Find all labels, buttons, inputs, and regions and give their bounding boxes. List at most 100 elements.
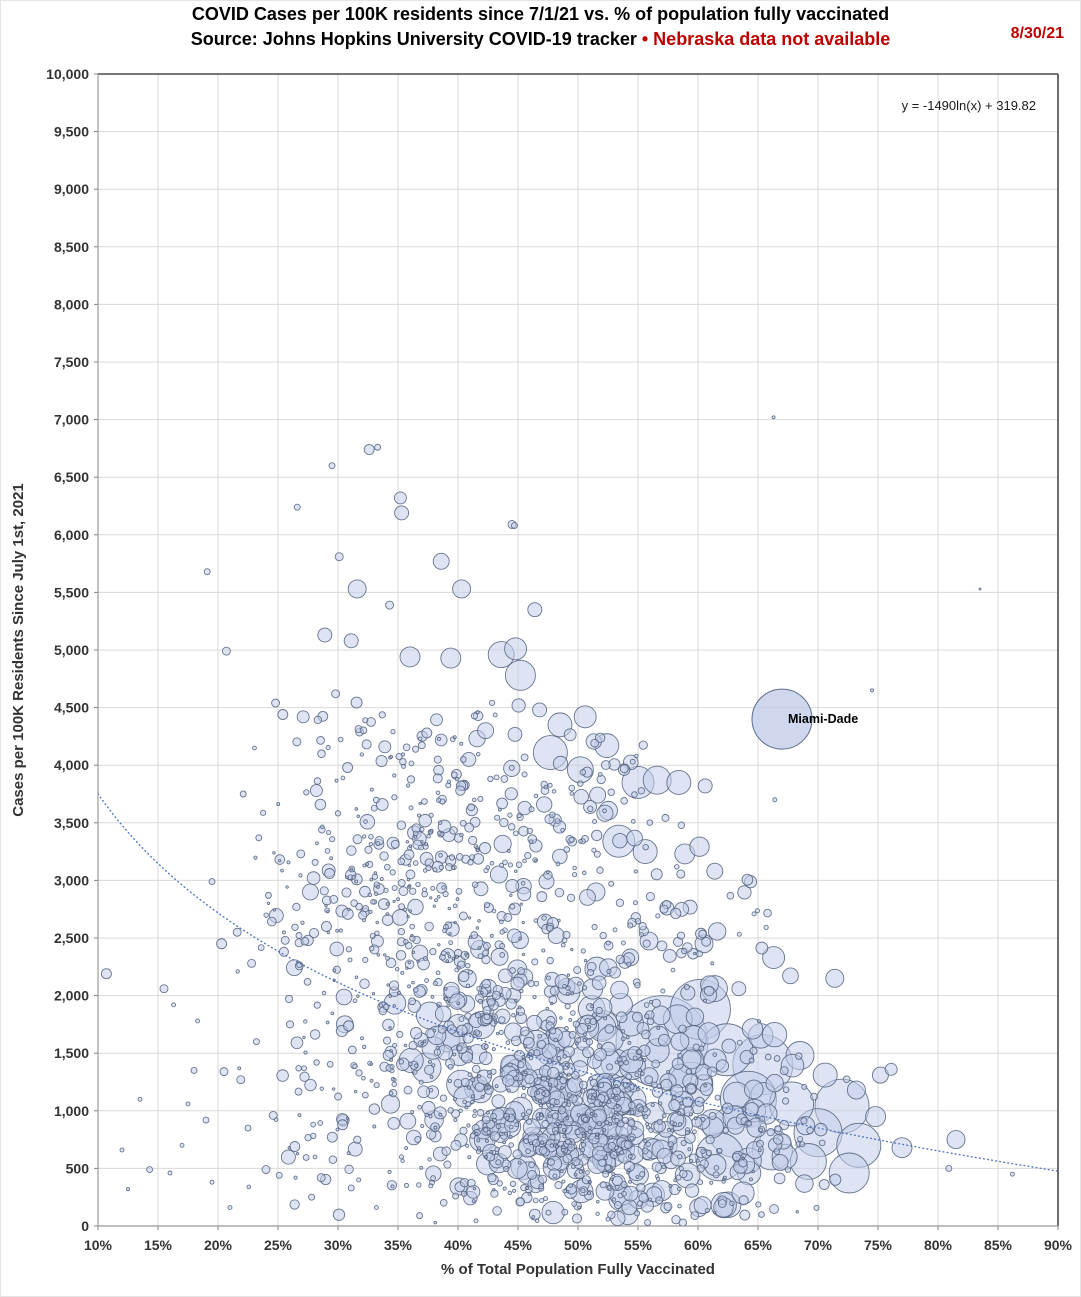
- bubble: [490, 947, 509, 966]
- bubble: [301, 1065, 308, 1072]
- bubble: [645, 1122, 650, 1127]
- bubble: [519, 1026, 530, 1037]
- bubble: [349, 867, 354, 871]
- bubble: [309, 1029, 321, 1040]
- bubble: [341, 887, 352, 898]
- bubble: [408, 1040, 418, 1050]
- bubble: [697, 778, 713, 794]
- bubble: [428, 1059, 432, 1064]
- bubble: [710, 961, 715, 966]
- bubble: [236, 1075, 246, 1085]
- bubble: [751, 1169, 755, 1174]
- bubble: [412, 986, 419, 993]
- bubble: [379, 851, 389, 861]
- bubble: [447, 954, 452, 959]
- bubble: [458, 970, 470, 983]
- bubble: [417, 1104, 422, 1110]
- bubble: [195, 1018, 201, 1024]
- bubble: [408, 844, 413, 848]
- bubble: [418, 1079, 424, 1085]
- bubble: [441, 1146, 451, 1156]
- bubble: [303, 978, 312, 986]
- x-tick-label: 35%: [384, 1237, 413, 1253]
- bubble: [579, 769, 587, 776]
- bubble: [517, 1060, 525, 1069]
- bubble: [678, 1024, 687, 1034]
- x-tick-label: 90%: [1044, 1237, 1073, 1253]
- bubble: [513, 1075, 519, 1082]
- bubble: [663, 1201, 673, 1211]
- bubble: [512, 1188, 517, 1193]
- bubble: [397, 927, 406, 936]
- bubble: [209, 1179, 215, 1185]
- bubble: [345, 1116, 350, 1120]
- bubble: [578, 839, 583, 844]
- bubble: [556, 1056, 562, 1061]
- bubble: [482, 941, 491, 950]
- bubble: [499, 817, 509, 828]
- bubble: [459, 832, 464, 838]
- bubble: [489, 860, 495, 866]
- bubble: [507, 812, 513, 818]
- bubble: [450, 865, 456, 870]
- bubble: [605, 940, 611, 946]
- bubble: [454, 954, 459, 959]
- bubble: [690, 1211, 700, 1220]
- bubble: [271, 698, 281, 708]
- bubble: [681, 947, 688, 955]
- bubble: [517, 887, 532, 902]
- bubble: [253, 855, 258, 860]
- bubble: [607, 1210, 616, 1220]
- bubble: [356, 994, 360, 998]
- bubble: [474, 1082, 485, 1093]
- bubble: [582, 1038, 587, 1043]
- bubble: [338, 928, 343, 933]
- bubble: [755, 1201, 762, 1208]
- bubble: [744, 1102, 759, 1117]
- bubble: [559, 1169, 564, 1174]
- bubble: [625, 1073, 633, 1081]
- bubble: [434, 733, 448, 747]
- bubble: [460, 1051, 474, 1064]
- bubble: [608, 1135, 613, 1140]
- bubble: [541, 1200, 565, 1225]
- bubble: [763, 908, 772, 918]
- bubble: [634, 1072, 640, 1078]
- bubble: [549, 811, 556, 819]
- bubble: [553, 1099, 560, 1105]
- bubble: [521, 1093, 527, 1099]
- bubble: [523, 1044, 528, 1049]
- bubble: [612, 927, 618, 933]
- bubble: [570, 991, 575, 996]
- bubble: [596, 866, 604, 874]
- bubble: [502, 1186, 507, 1191]
- bubble: [146, 1166, 154, 1174]
- bubble: [586, 968, 595, 977]
- bubble: [492, 712, 498, 718]
- bubble: [683, 983, 690, 990]
- bubble: [615, 898, 625, 907]
- bubble: [462, 1099, 467, 1105]
- bubble: [386, 983, 390, 987]
- bubble: [525, 1186, 530, 1190]
- bubble: [418, 813, 432, 828]
- bubble: [470, 1099, 475, 1105]
- bubble: [388, 980, 400, 991]
- bubble: [672, 1121, 678, 1127]
- y-tick-label: 5,000: [54, 642, 89, 658]
- bubble: [651, 1059, 661, 1069]
- bubble: [700, 1116, 706, 1122]
- bubble: [313, 1059, 320, 1066]
- bubble: [264, 891, 272, 899]
- bubble: [629, 1110, 635, 1116]
- bubble: [593, 1047, 607, 1062]
- bubble: [486, 998, 496, 1007]
- bubble: [292, 902, 301, 912]
- bubble: [469, 854, 476, 861]
- bubble: [389, 869, 396, 876]
- bubble: [611, 1115, 616, 1120]
- bubble: [528, 839, 534, 844]
- y-tick-label: 2,000: [54, 988, 89, 1004]
- bubble: [549, 1134, 556, 1141]
- bubble: [368, 945, 375, 952]
